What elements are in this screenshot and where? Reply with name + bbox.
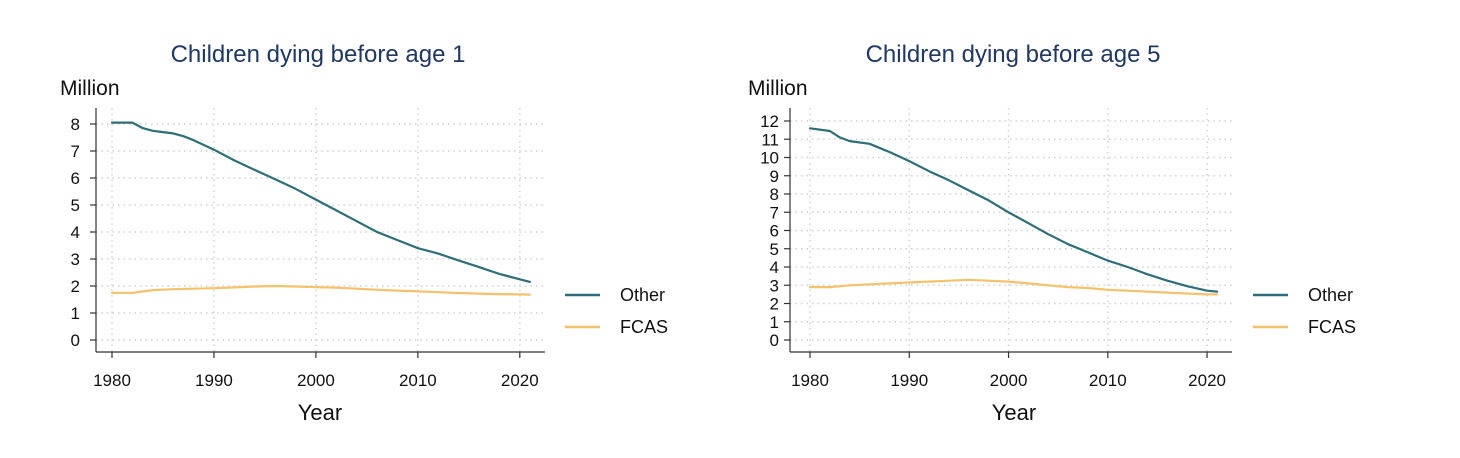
y-tick-label: 1 — [770, 313, 779, 332]
axes — [784, 108, 1232, 358]
chart-age-1-svg: Children dying before age 1 Million 0 1 2 3 4 5… — [60, 41, 668, 425]
chart-title: Children dying before age 1 — [171, 41, 466, 68]
y-tick-label: 0 — [770, 331, 779, 350]
legend: Other FCAS — [565, 285, 668, 337]
y-tick-label: 4 — [71, 223, 80, 242]
chart-age-5-svg: Children dying before age 5Million012345… — [748, 41, 1356, 425]
tick-labels: 0 1 2 3 4 5 6 7 8 1980 1990 2000 2010 2020 — [71, 115, 539, 390]
y-tick-label: 3 — [71, 250, 80, 269]
series-line-other — [110, 121, 532, 283]
chart-title: Children dying before age 5 — [866, 41, 1161, 68]
y-axis-unit-label: Million — [60, 77, 120, 100]
x-tick-label: 2000 — [297, 371, 335, 390]
x-tick-label: 2020 — [1188, 371, 1226, 390]
legend-label-fcas: FCAS — [1308, 317, 1356, 337]
series-line-other — [808, 127, 1219, 293]
x-tick-label: 2010 — [1089, 371, 1127, 390]
x-axis-label: Year — [298, 400, 342, 425]
series-line-fcas — [110, 284, 532, 296]
x-tick-label: 1980 — [791, 371, 829, 390]
y-tick-label: 7 — [71, 142, 80, 161]
x-tick-label: 1990 — [890, 371, 928, 390]
legend-label-other: Other — [620, 285, 665, 305]
y-tick-label: 2 — [71, 277, 80, 296]
chart-panel-age-5: Children dying before age 5 Million 0 1 2 3 4 5… — [730, 0, 1460, 458]
y-tick-label: 4 — [770, 258, 779, 277]
x-tick-label: 2010 — [399, 371, 437, 390]
grid-lines — [790, 108, 1232, 352]
y-tick-label: 0 — [71, 331, 80, 350]
x-tick-label: 1980 — [93, 371, 131, 390]
y-tick-label: 6 — [770, 222, 779, 241]
y-tick-label: 5 — [770, 240, 779, 259]
grid-lines — [96, 108, 545, 352]
axes — [90, 108, 545, 358]
x-axis-label: Year — [992, 400, 1036, 425]
series-line-fcas — [808, 278, 1219, 296]
legend-label-other: Other — [1308, 285, 1353, 305]
y-tick-label: 8 — [770, 185, 779, 204]
chart-panel-age-1: Children dying before age 1 Million 0 1 2 3 4 5… — [60, 41, 668, 425]
x-tick-label: 2000 — [990, 371, 1028, 390]
legend-label-fcas: FCAS — [620, 317, 668, 337]
y-axis-unit-label: Million — [748, 77, 808, 100]
y-tick-label: 10 — [760, 149, 779, 168]
y-tick-label: 12 — [760, 112, 779, 131]
y-tick-label: 5 — [71, 196, 80, 215]
y-tick-label: 7 — [770, 203, 779, 222]
x-tick-label: 1990 — [195, 371, 233, 390]
legend: Other FCAS — [1253, 285, 1356, 337]
y-tick-label: 3 — [770, 276, 779, 295]
y-tick-label: 9 — [770, 167, 779, 186]
y-tick-label: 1 — [71, 304, 80, 323]
y-tick-label: 11 — [761, 130, 779, 149]
x-tick-label: 2020 — [501, 371, 539, 390]
y-tick-label: 2 — [770, 295, 779, 314]
y-tick-label: 6 — [71, 169, 80, 188]
y-tick-label: 8 — [71, 115, 80, 134]
